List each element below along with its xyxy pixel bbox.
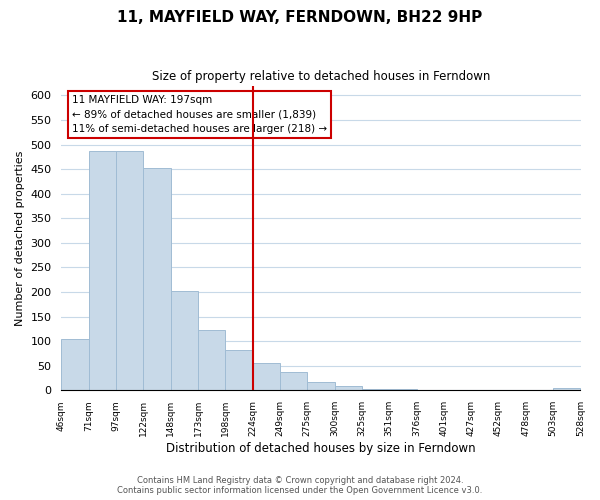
Text: 11 MAYFIELD WAY: 197sqm
← 89% of detached houses are smaller (1,839)
11% of semi: 11 MAYFIELD WAY: 197sqm ← 89% of detache… [72,94,327,134]
Text: Contains HM Land Registry data © Crown copyright and database right 2024.
Contai: Contains HM Land Registry data © Crown c… [118,476,482,495]
Title: Size of property relative to detached houses in Ferndown: Size of property relative to detached ho… [152,70,490,83]
Bar [280,372,307,390]
Bar [116,151,143,390]
Bar [389,389,416,390]
Text: 11, MAYFIELD WAY, FERNDOWN, BH22 9HP: 11, MAYFIELD WAY, FERNDOWN, BH22 9HP [118,10,482,25]
Bar [362,389,389,390]
Bar [253,363,280,390]
Bar [143,168,170,390]
Bar [61,338,89,390]
Bar [170,291,198,390]
X-axis label: Distribution of detached houses by size in Ferndown: Distribution of detached houses by size … [166,442,476,455]
Bar [553,388,580,390]
Y-axis label: Number of detached properties: Number of detached properties [15,150,25,326]
Bar [89,151,116,390]
Bar [307,382,335,390]
Bar [198,330,226,390]
Bar [335,386,362,390]
Bar [226,350,253,391]
